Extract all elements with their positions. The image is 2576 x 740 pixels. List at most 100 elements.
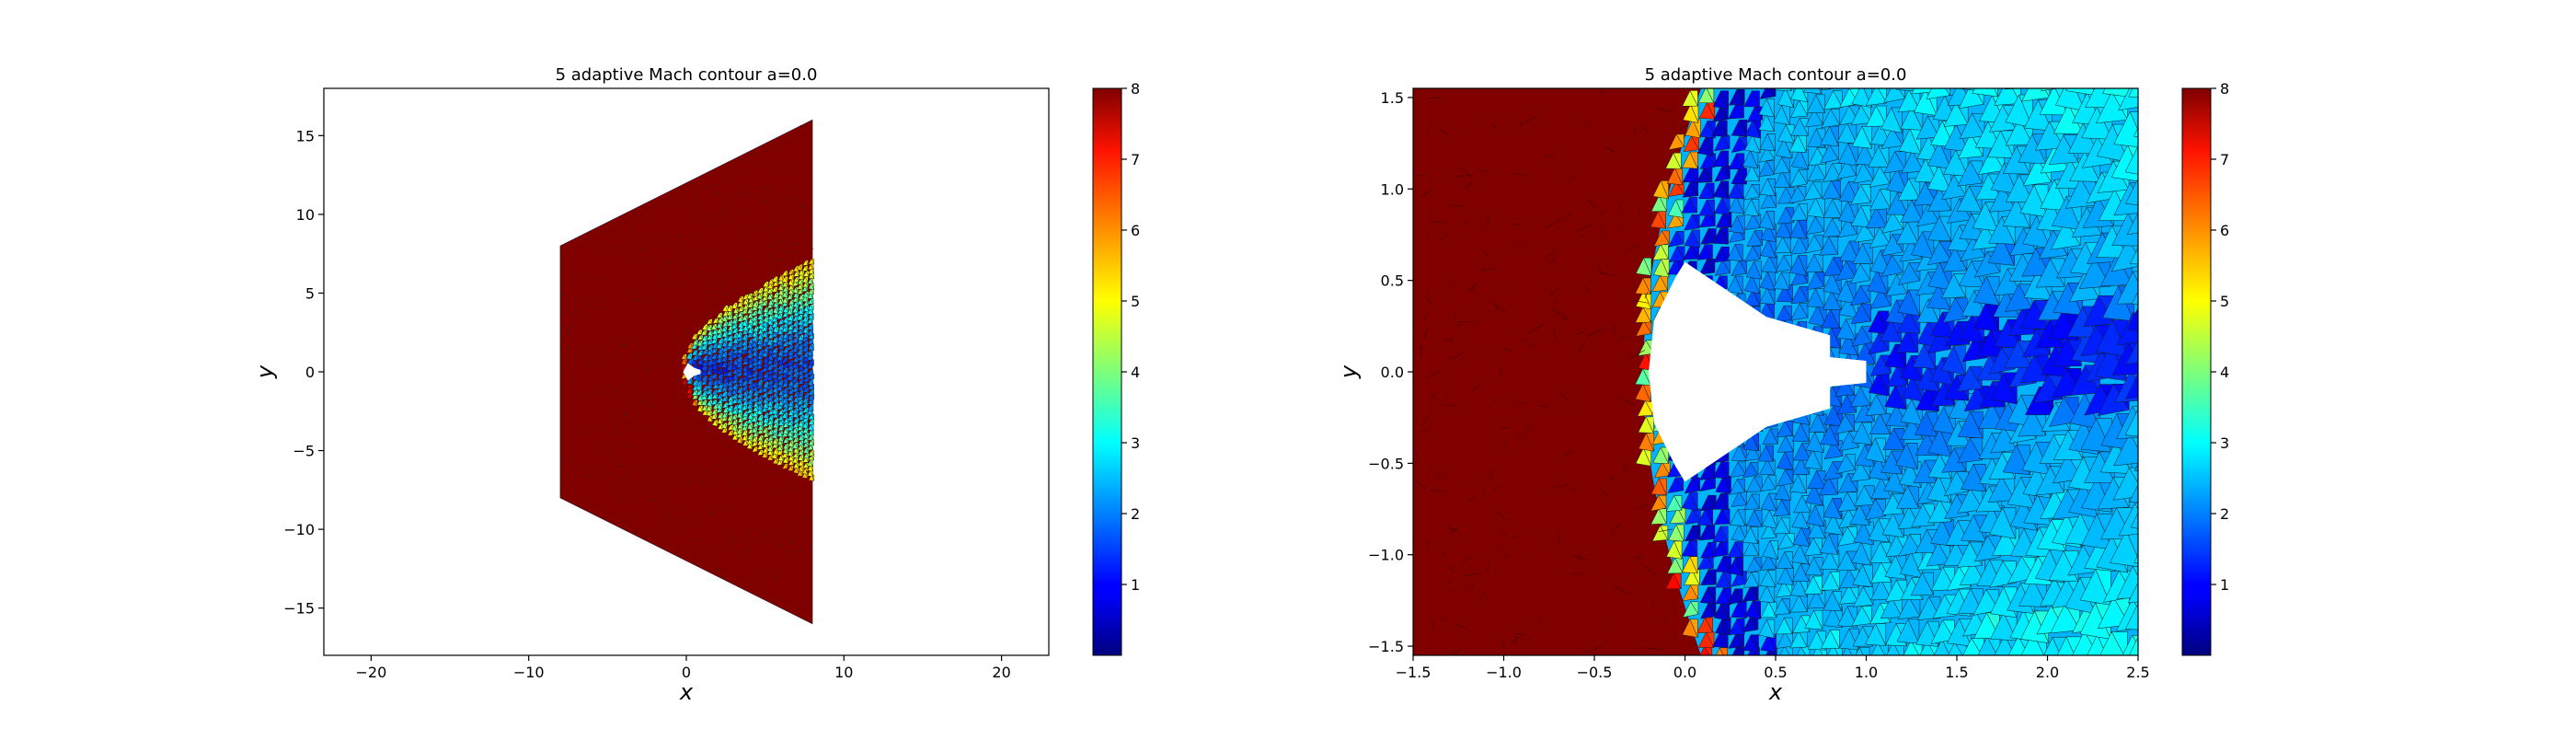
mesh-cell [2149,459,2182,497]
mesh-cell [2022,74,2050,101]
mesh-node [808,462,810,464]
mesh-node [683,266,684,268]
mesh-cell [2149,51,2182,85]
mesh-node [586,476,588,478]
mesh-node [643,249,645,250]
x-tick-label: −10 [513,664,545,681]
x-tick-label: 2.5 [2126,664,2149,681]
x-tick-label: −1.5 [1396,664,1432,681]
left-x-axis-label: x [679,679,694,705]
colorbar-tick-label: 2 [2220,505,2229,523]
mesh-node [569,348,571,350]
mesh-node [634,249,636,251]
mesh-cell [2149,498,2182,537]
mesh-node [615,434,616,435]
mesh-node [563,460,565,462]
mesh-node [623,344,625,346]
mesh-cell [2145,469,2162,502]
mesh-node [634,213,636,214]
mesh-node [807,517,809,519]
mesh-node [719,399,720,401]
mesh-cell [2133,103,2167,141]
right-x-axis-label: x [1768,679,1783,705]
mesh-cell [2158,626,2175,665]
mesh-cell [2145,64,2162,98]
mesh-cell [2142,402,2158,439]
mesh-node [678,235,680,237]
mesh-node [698,359,700,361]
mesh-cell [2167,153,2183,192]
mesh-node [773,468,775,470]
mesh-node [729,179,730,181]
mesh-node [794,199,796,201]
mesh-node [629,229,631,231]
mesh-cell [1972,64,1985,92]
mesh-cell [2145,570,2161,602]
mesh-node [588,361,590,363]
y-tick-label: 0 [305,364,315,381]
mesh-cell [2006,55,2018,80]
colorbar-tick-label: 7 [1131,151,1140,168]
mesh-node [614,390,615,392]
mesh-cell [2164,260,2180,295]
mesh-node [719,214,720,216]
mesh-node [748,531,750,533]
colorbar-tick-label: 7 [2220,151,2229,168]
mesh-cell [2142,170,2158,208]
mesh-cell [2143,533,2176,572]
x-tick-label: 10 [834,664,853,681]
mesh-node [752,153,753,155]
mesh-node [714,225,716,227]
mesh-node [794,418,796,420]
mesh-node [775,577,776,579]
mesh-cell [1961,64,1985,92]
mesh-node [572,325,574,327]
x-tick-label: 20 [992,664,1010,681]
mesh-node [643,400,645,402]
mesh-node [614,246,615,248]
mesh-node [610,447,612,449]
right-y-axis-label: y [1336,364,1362,379]
mesh-node [765,188,766,190]
mesh-node [723,338,725,340]
x-tick-label: −0.5 [1577,664,1613,681]
mesh-cell [2144,202,2160,229]
mesh-node [737,349,739,351]
mesh-node [777,392,779,394]
colorbar-tick-label: 5 [2220,293,2229,310]
mesh-node [753,406,754,408]
mesh-node [770,255,772,257]
mesh-node [684,332,686,334]
mesh-node [730,436,732,438]
mesh-node [652,499,654,501]
mesh-node [791,273,793,275]
mesh-node [684,201,686,202]
mesh-node [744,352,746,353]
mesh-node [725,293,727,295]
mesh-node [764,201,765,202]
mesh-cell [2142,596,2158,630]
mesh-node [729,355,730,357]
mesh-node [601,472,603,474]
mesh-cell [2166,498,2182,537]
mesh-node [619,466,621,468]
left-colorbar [1093,88,1121,655]
mesh-node [741,194,742,196]
right-chart-title: 5 adaptive Mach contour a=0.0 [1645,65,1907,85]
mesh-node [681,311,683,313]
mesh-cell [2151,529,2168,561]
mesh-node [644,467,646,468]
mesh-node [718,193,719,195]
left-y-axis-label: y [252,364,278,379]
mesh-node [615,426,617,428]
mesh-node [605,517,607,519]
mesh-node [701,272,703,273]
mesh-node [793,251,795,253]
mesh-cell [2164,566,2180,598]
mesh-node [711,330,713,332]
mesh-node [778,260,780,261]
mesh-node [720,577,722,579]
